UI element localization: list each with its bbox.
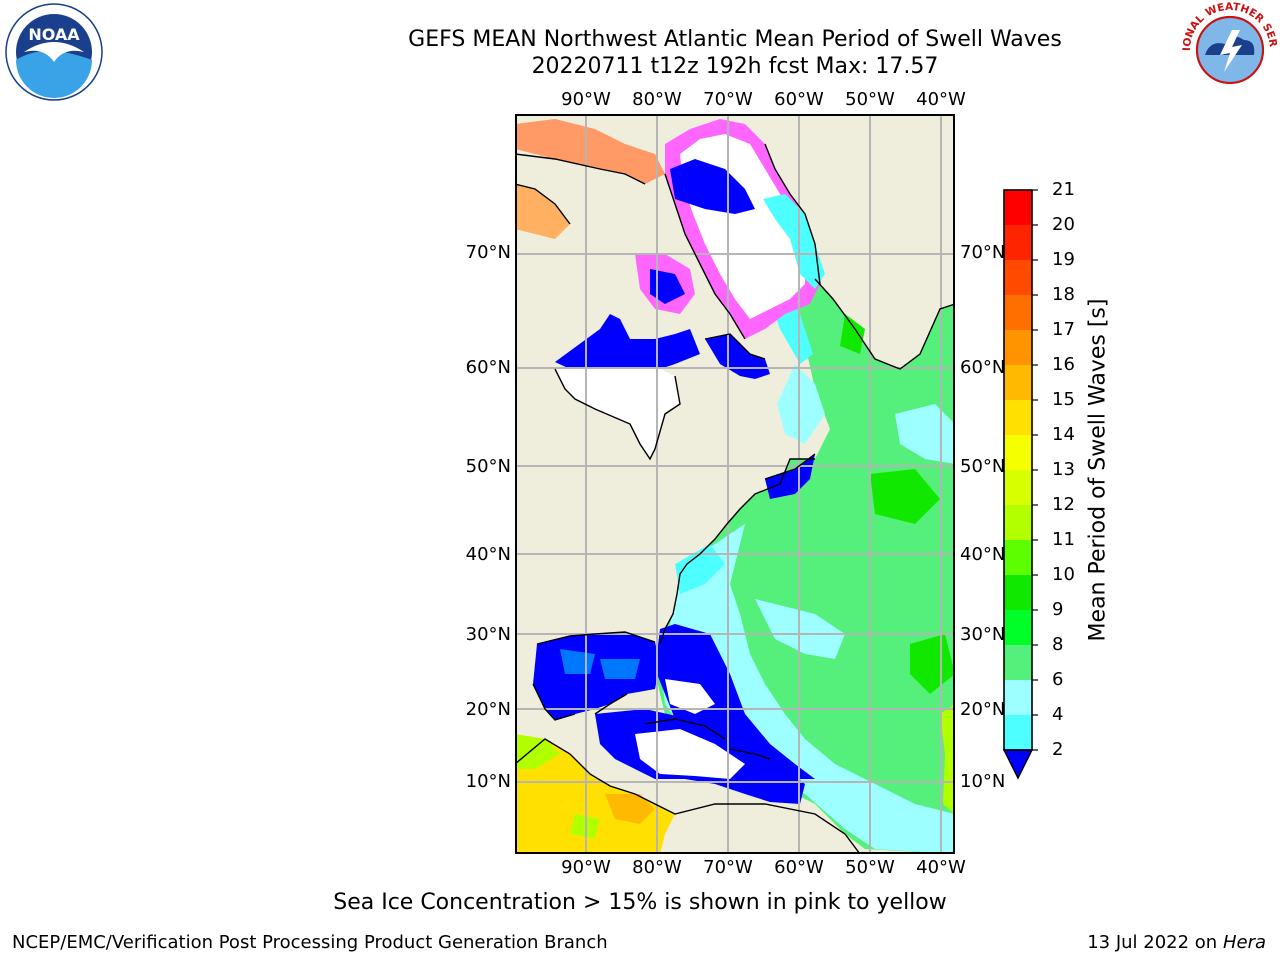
lat-label-right: 30°N [960, 624, 1006, 645]
lat-label-left: 60°N [465, 357, 511, 378]
lat-label-right: 10°N [960, 771, 1006, 792]
lon-label-bottom: 60°W [774, 857, 824, 878]
footer-credit: NCEP/EMC/Verification Post Processing Pr… [12, 932, 608, 953]
arctic-ice-core [650, 269, 685, 304]
lat-label-left: 70°N [465, 242, 511, 263]
arctic-ice-band [515, 184, 570, 239]
davis-strait [763, 194, 825, 289]
arctic-ice-band [515, 119, 665, 184]
lat-label-right: 40°N [960, 544, 1006, 565]
colorbar-band [1004, 225, 1032, 261]
colorbar-tick-label: 11 [1052, 529, 1075, 550]
bahamas-waters [655, 624, 815, 779]
map-panel [515, 114, 955, 854]
colorbar-tick-label: 9 [1052, 599, 1064, 620]
colorbar-label: Mean Period of Swell Waves [s] [1085, 298, 1111, 642]
colorbar-band [1004, 715, 1032, 751]
lon-label-bottom: 50°W [845, 857, 895, 878]
lon-label-top: 70°W [703, 89, 753, 110]
lat-label-left: 20°N [465, 699, 511, 720]
ocean-patch-green [840, 314, 865, 354]
colorbar-band [1004, 540, 1032, 576]
lat-label-left: 30°N [465, 624, 511, 645]
colorbar-tick-label: 6 [1052, 669, 1064, 690]
ocean-patch-yellow-green [940, 704, 955, 814]
colorbar-band [1004, 575, 1032, 611]
lon-label-top: 90°W [561, 89, 611, 110]
lon-label-top: 60°W [774, 89, 824, 110]
colorbar-tick-label: 19 [1052, 249, 1075, 270]
south-america-orange [605, 794, 655, 824]
south-america-green [515, 734, 560, 769]
ocean-patch-green [910, 634, 955, 694]
coastlines [515, 143, 955, 854]
lat-label-left: 50°N [465, 456, 511, 477]
colorbar-band [1004, 610, 1032, 646]
colorbar-tick-label: 13 [1052, 459, 1075, 480]
lon-label-top: 50°W [845, 89, 895, 110]
colorbar-tick-label: 10 [1052, 564, 1075, 585]
colorbar-tick-label: 16 [1052, 354, 1075, 375]
colorbar-band [1004, 295, 1032, 331]
colorbar-band [1004, 505, 1032, 541]
colorbar-tick-label: 12 [1052, 494, 1075, 515]
colorbar-tick-label: 4 [1052, 704, 1064, 725]
lon-label-bottom: 70°W [703, 857, 753, 878]
south-america-yellow [515, 734, 675, 854]
ocean-swath-cyan [675, 544, 725, 594]
hudson-bay [555, 314, 700, 369]
footer-host: Hera [1222, 932, 1266, 953]
caribbean-no-data [635, 729, 745, 779]
colorbar-tick-label: 14 [1052, 424, 1075, 445]
lat-label-right: 50°N [960, 456, 1006, 477]
lon-label-bottom: 90°W [561, 857, 611, 878]
colorbar-tick-label: 2 [1052, 739, 1064, 760]
colorbar-tick-label: 15 [1052, 389, 1075, 410]
lat-label-right: 60°N [960, 357, 1006, 378]
colorbar-band [1004, 645, 1032, 681]
baffin-bay-ice-blue [670, 159, 755, 214]
sea-ice-note: Sea Ice Concentration > 15% is shown in … [0, 890, 1280, 915]
colorbar-tick-label: 18 [1052, 284, 1075, 305]
nws-logo: NATIONAL WEATHER SERVICE [1180, 0, 1279, 98]
lat-label-right: 70°N [960, 242, 1006, 263]
colorbar-band [1004, 260, 1032, 296]
lat-label-left: 10°N [465, 771, 511, 792]
ocean-patch-green [870, 469, 940, 524]
ocean-swath-cyan [777, 364, 825, 444]
gulf-patch-light [600, 659, 640, 679]
colorbar-tick-label: 17 [1052, 319, 1075, 340]
lat-label-right: 20°N [960, 699, 1006, 720]
colorbar-band [1004, 330, 1032, 366]
colorbar [1002, 189, 1038, 780]
lon-label-bottom: 40°W [916, 857, 966, 878]
map-gridlines [515, 114, 955, 854]
caribbean-no-data [665, 679, 715, 714]
lat-label-left: 40°N [465, 544, 511, 565]
noaa-logo: NOAA [5, 3, 103, 101]
lon-label-top: 40°W [916, 89, 966, 110]
colorbar-tick-label: 21 [1052, 179, 1075, 200]
footer-date-text: 13 Jul 2022 on [1087, 932, 1218, 953]
lon-label-bottom: 80°W [632, 857, 682, 878]
south-america-land [660, 804, 860, 854]
chart-subtitle: 20220711 t12z 192h fcst Max: 17.57 [531, 54, 939, 79]
colorbar-underflow-arrow [1002, 749, 1034, 780]
colorbar-band [1004, 400, 1032, 436]
noaa-logo-text: NOAA [28, 25, 80, 44]
footer-date: 13 Jul 2022 on Hera [1087, 932, 1266, 953]
chart-title: GEFS MEAN Northwest Atlantic Mean Period… [408, 27, 1062, 52]
lon-label-top: 80°W [632, 89, 682, 110]
ocean-swath-cyan [660, 524, 955, 854]
colorbar-band [1004, 435, 1032, 471]
colorbar-tick-label: 8 [1052, 634, 1064, 655]
colorbar-band [1004, 470, 1032, 506]
colorbar-band [1004, 365, 1032, 401]
colorbar-band [1004, 680, 1032, 716]
colorbar-tick-label: 20 [1052, 214, 1075, 235]
colorbar-band [1004, 190, 1032, 226]
sea-ice-note-text: Sea Ice Concentration > 15% is shown in … [333, 890, 947, 915]
